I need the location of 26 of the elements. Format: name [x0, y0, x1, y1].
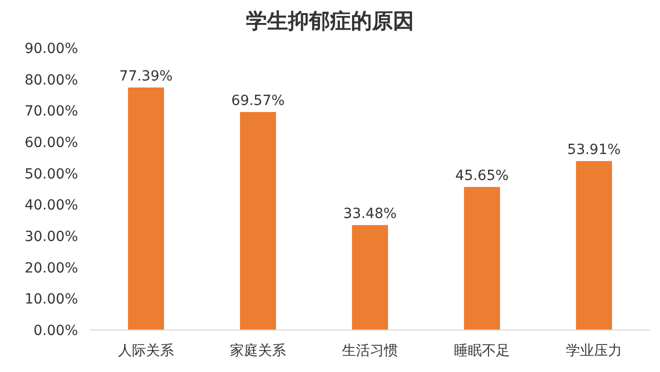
bar [128, 88, 164, 330]
x-tick-label: 生活习惯 [342, 343, 398, 359]
bar [240, 112, 276, 330]
x-tick-label: 人际关系 [118, 343, 174, 359]
x-tick-label: 睡眠不足 [454, 343, 510, 359]
bar [464, 186, 500, 330]
x-tick-label: 家庭关系 [230, 343, 286, 359]
y-tick-label: 30.00% [24, 229, 78, 245]
y-tick-label: 20.00% [24, 260, 78, 276]
y-tick-label: 40.00% [24, 198, 78, 214]
data-label: 45.65% [455, 168, 509, 184]
data-label: 33.48% [343, 206, 397, 222]
y-tick-label: 90.00% [24, 41, 78, 57]
bar [352, 225, 388, 330]
y-tick-label: 0.00% [34, 323, 78, 339]
data-label: 77.39% [119, 68, 173, 85]
chart-title: 学生抑郁症的原因 [246, 9, 414, 33]
y-tick-label: 50.00% [24, 166, 78, 182]
data-label: 53.91% [567, 142, 621, 158]
y-tick-label: 80.00% [24, 72, 78, 88]
y-tick-label: 70.00% [24, 104, 78, 120]
data-label: 69.57% [231, 93, 285, 110]
y-tick-label: 10.00% [24, 292, 78, 308]
y-tick-label: 60.00% [24, 135, 78, 151]
x-tick-label: 学业压力 [566, 343, 622, 359]
bar [576, 161, 612, 330]
